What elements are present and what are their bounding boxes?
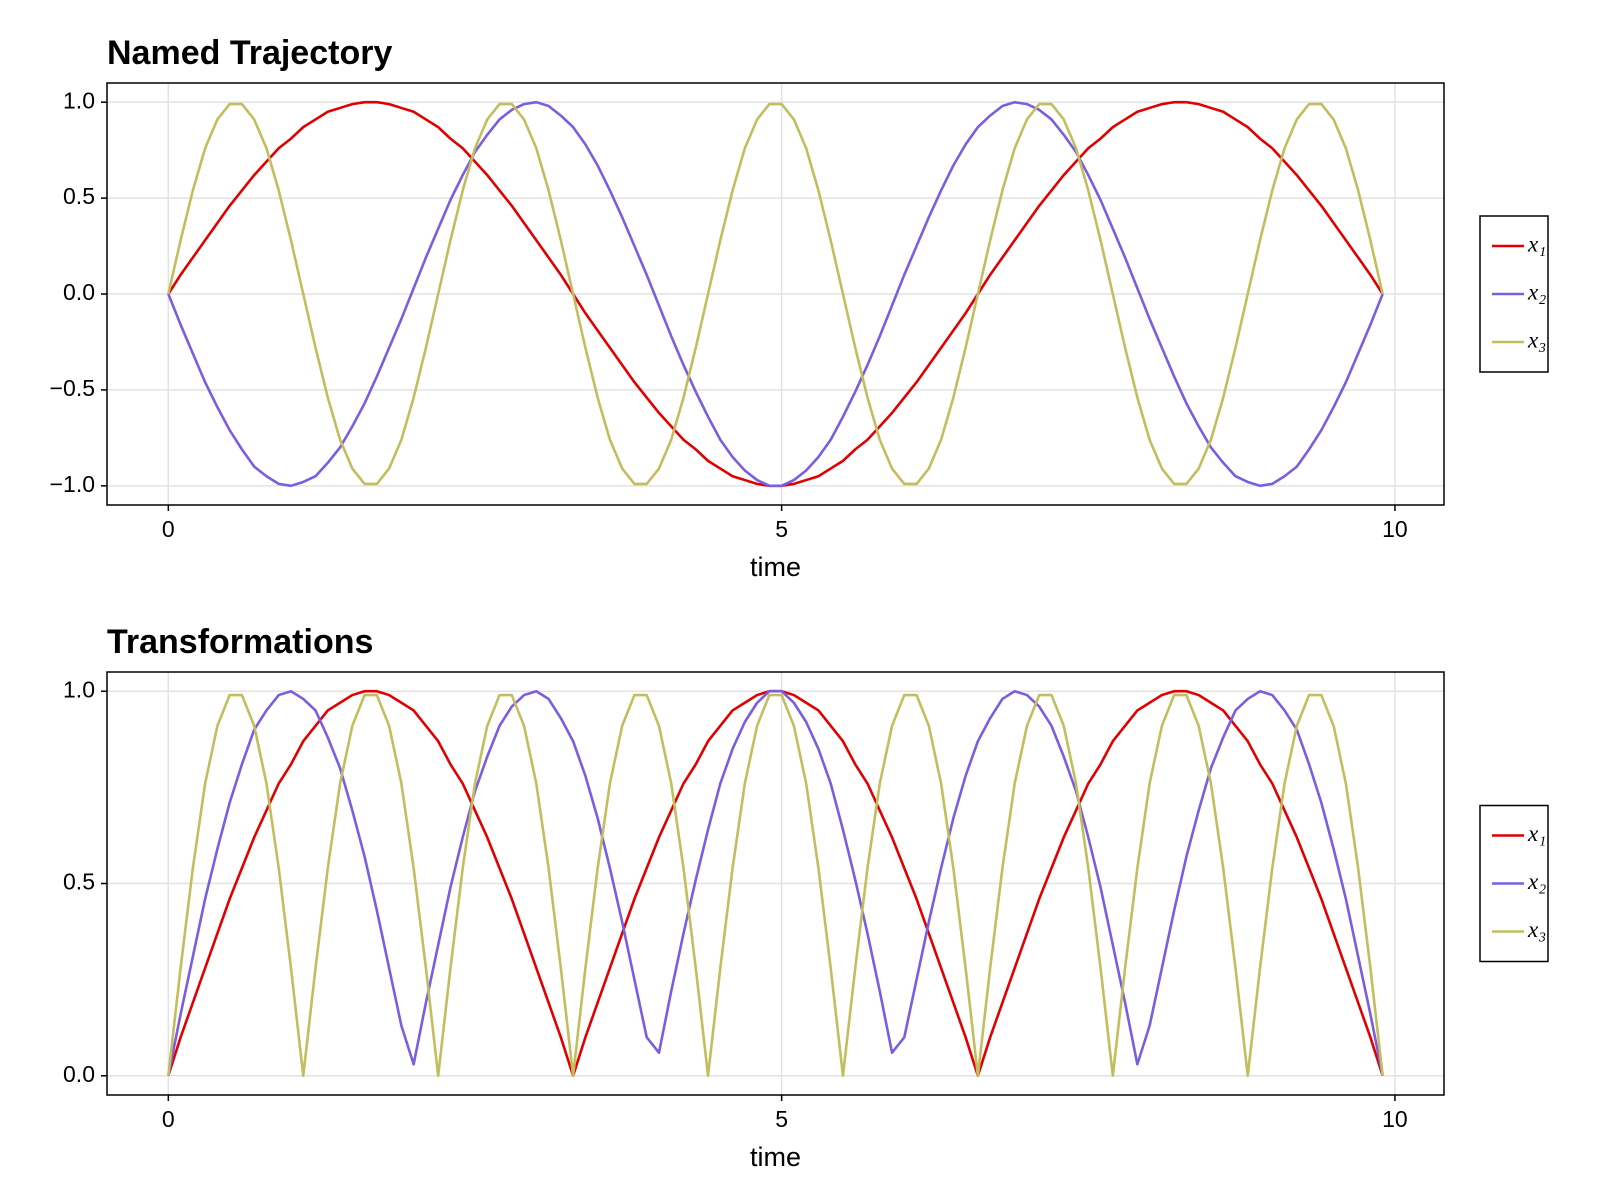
legend-label: x₁ (1527, 821, 1546, 846)
series-line (167, 689, 1384, 1077)
x-tick-label: 0 (162, 1106, 175, 1132)
legend-label: x₃ (1527, 327, 1546, 352)
plot-frame (106, 671, 1445, 1096)
y-tick-label: −0.5 (50, 375, 95, 401)
y-tick-label: 0.0 (63, 279, 95, 305)
legend-label: x₁ (1527, 231, 1546, 256)
series-line (167, 100, 1384, 488)
legend-label: x₃ (1527, 917, 1546, 942)
y-tick-label: 1.0 (63, 676, 95, 702)
legend-label: x₂ (1527, 279, 1546, 304)
series-line (167, 102, 1384, 486)
y-tick-label: 0.5 (63, 183, 95, 209)
x-tick-label: 0 (162, 516, 175, 542)
x-axis-label: time (750, 552, 801, 582)
chart-title: Named Trajectory (107, 34, 392, 72)
x-tick-label: 10 (1382, 516, 1408, 542)
y-tick-label: 0.0 (63, 1061, 95, 1087)
y-tick-label: 1.0 (63, 87, 95, 113)
x-tick-label: 5 (775, 516, 788, 542)
legend-label: x₂ (1527, 869, 1546, 894)
y-tick-label: 0.5 (63, 869, 95, 895)
x-tick-label: 10 (1382, 1106, 1408, 1132)
x-axis-label: time (750, 1142, 801, 1172)
chart-title: Transformations (107, 623, 373, 661)
series-line (167, 693, 1384, 1078)
y-tick-label: −1.0 (50, 471, 95, 497)
plot-frame (106, 82, 1445, 506)
x-tick-label: 5 (775, 1106, 788, 1132)
